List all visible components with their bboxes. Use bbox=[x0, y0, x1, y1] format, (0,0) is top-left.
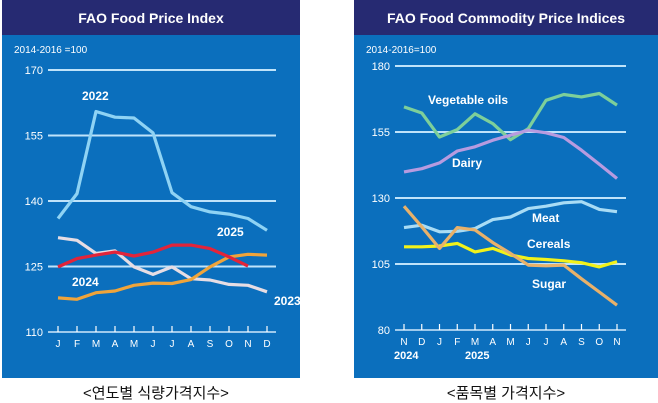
x-tick-label: O bbox=[225, 339, 233, 350]
y-tick-label: 155 bbox=[25, 131, 43, 143]
y-tick-label: 105 bbox=[372, 259, 390, 271]
caption-commodity-index: <품목별 가격지수> bbox=[446, 385, 566, 402]
y-tick-label: 130 bbox=[372, 193, 390, 205]
series-line-2022 bbox=[56, 109, 268, 232]
series-line-2023 bbox=[57, 236, 268, 294]
chart-title: FAO Food Commodity Price Indices bbox=[387, 10, 625, 26]
series-label: Sugar bbox=[532, 277, 566, 291]
y-tick-label: 155 bbox=[372, 127, 390, 139]
panel-header bbox=[354, 0, 658, 35]
x-tick-label: N bbox=[400, 337, 407, 348]
x-tick-label: N bbox=[244, 339, 251, 350]
series-line-meat bbox=[403, 200, 618, 234]
series-line-2024 bbox=[57, 252, 268, 301]
series-label: Cereals bbox=[527, 237, 571, 251]
y-tick-label: 180 bbox=[372, 61, 390, 73]
series-line-vegetable-oils bbox=[403, 91, 618, 142]
y-tick-label: 110 bbox=[25, 327, 43, 339]
x-tick-label: A bbox=[560, 337, 567, 348]
x-tick-label: M bbox=[130, 339, 138, 350]
x-tick-label: J bbox=[544, 337, 549, 348]
x-tick-label: M bbox=[92, 339, 100, 350]
x-tick-label: M bbox=[471, 337, 479, 348]
y-tick-label: 170 bbox=[25, 65, 43, 77]
chart-title: FAO Food Price Index bbox=[78, 10, 224, 26]
x-tick-label: S bbox=[207, 339, 214, 350]
series-label: 2023 bbox=[274, 294, 301, 308]
x-tick-label: S bbox=[578, 337, 585, 348]
series-label: Vegetable oils bbox=[428, 93, 508, 107]
series-label: Meat bbox=[532, 211, 559, 225]
y-tick-label: 80 bbox=[378, 325, 390, 337]
series-label: 2025 bbox=[217, 225, 244, 239]
x-tick-label: A bbox=[489, 337, 496, 348]
x-tick-label: A bbox=[112, 339, 119, 350]
panel-header bbox=[2, 0, 300, 35]
year-label: 2024 bbox=[394, 350, 419, 362]
y-tick-label: 140 bbox=[25, 196, 43, 208]
y-axis-unit-label: 2014-2016 =100 bbox=[14, 45, 88, 56]
x-tick-label: F bbox=[74, 339, 80, 350]
x-tick-label: J bbox=[437, 337, 442, 348]
y-tick-label: 125 bbox=[25, 262, 43, 274]
y-axis-unit-label: 2014-2016=100 bbox=[366, 45, 437, 56]
x-tick-label: D bbox=[418, 337, 425, 348]
x-tick-label: J bbox=[56, 339, 61, 350]
x-tick-label: F bbox=[454, 337, 460, 348]
x-tick-label: M bbox=[506, 337, 514, 348]
series-line-dairy bbox=[403, 128, 619, 180]
series-label: 2024 bbox=[72, 275, 99, 289]
x-tick-label: O bbox=[595, 337, 603, 348]
series-label: 2022 bbox=[82, 89, 109, 103]
series-label: Dairy bbox=[452, 156, 482, 170]
x-tick-label: N bbox=[613, 337, 620, 348]
caption-yearly-index: <연도별 식량가격지수> bbox=[83, 385, 229, 402]
series-line-2025 bbox=[57, 243, 249, 269]
year-label: 2025 bbox=[465, 350, 489, 362]
x-tick-label: A bbox=[188, 339, 195, 350]
x-tick-label: J bbox=[526, 337, 531, 348]
x-tick-label: J bbox=[151, 339, 156, 350]
panel-background bbox=[354, 0, 658, 378]
series-line-sugar bbox=[402, 205, 618, 307]
x-tick-label: D bbox=[263, 339, 270, 350]
panel-background bbox=[2, 0, 300, 378]
x-tick-label: J bbox=[170, 339, 175, 350]
